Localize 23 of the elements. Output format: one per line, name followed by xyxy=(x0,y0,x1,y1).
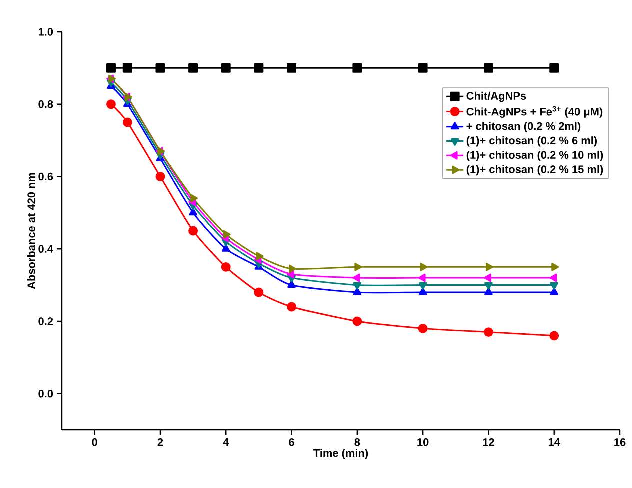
legend-label: Chit/AgNPs xyxy=(466,92,526,102)
legend-label: (1)+ chitosan (0.2 % 6 ml) xyxy=(466,136,598,147)
y-tick-label: 1.0 xyxy=(38,28,54,36)
y-tick-label: 0.0 xyxy=(38,390,54,398)
x-tick-label: 10 xyxy=(418,438,429,446)
y-tick-label: 0.2 xyxy=(38,318,54,326)
legend-label: Chit-AgNPs + Fe$^{3+}$ (40 μM) xyxy=(466,106,603,118)
x-axis-title: Time (min) xyxy=(314,449,368,460)
x-tick-label: 0 xyxy=(92,438,98,446)
legend-label: (1)+ chitosan (0.2 % 15 ml) xyxy=(466,165,604,176)
y-tick-label: 0.6 xyxy=(38,172,54,181)
x-tick-label: 2 xyxy=(158,438,164,446)
y-tick-label: 0.8 xyxy=(38,100,54,108)
legend-label: + chitosan (0.2 % 2ml) xyxy=(466,122,581,132)
y-tick-label: 0.4 xyxy=(38,245,54,253)
x-tick-label: 4 xyxy=(223,438,230,446)
x-tick-label: 8 xyxy=(354,438,360,446)
x-tick-label: 14 xyxy=(548,438,560,446)
y-axis-title: Absorbance at 420 nm xyxy=(27,173,36,290)
x-tick-label: 16 xyxy=(614,438,626,446)
x-tick-label: 6 xyxy=(289,438,294,446)
x-tick-label: 12 xyxy=(483,438,494,446)
legend-label: (1)+ chitosan (0.2 % 10 ml) xyxy=(466,150,604,162)
